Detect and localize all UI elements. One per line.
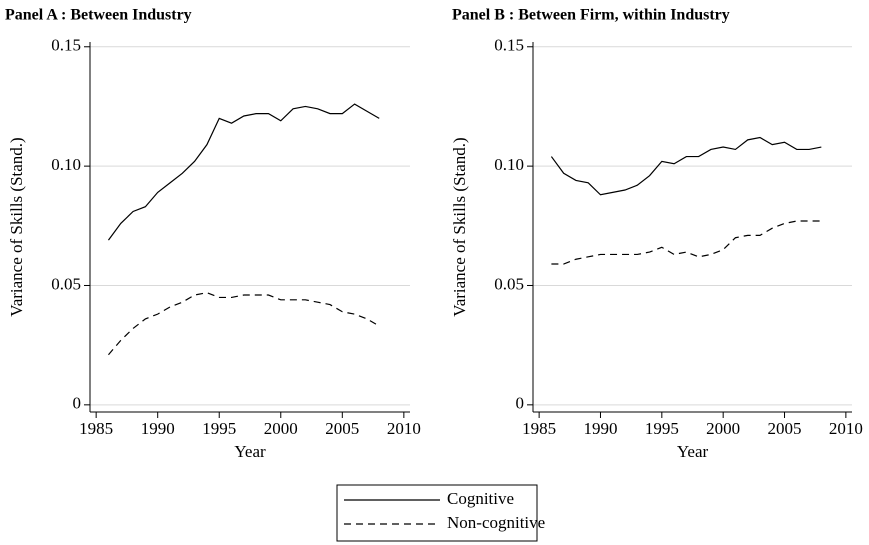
x-tick-label: 1985 [522, 419, 556, 438]
x-tick-label: 1990 [141, 419, 175, 438]
y-tick-label: 0.10 [494, 155, 524, 174]
x-tick-label: 2010 [829, 419, 863, 438]
legend-label: Cognitive [447, 489, 514, 508]
y-tick-label: 0.10 [51, 155, 81, 174]
chart-title: Panel A : Between Industry [5, 7, 192, 24]
y-tick-label: 0.05 [51, 274, 81, 293]
x-axis-label: Year [234, 442, 266, 461]
chart-title: Panel B : Between Firm, within Industry [452, 7, 730, 24]
x-tick-label: 2000 [264, 419, 298, 438]
series-line [107, 103, 380, 241]
y-tick-label: 0.15 [494, 36, 524, 55]
series-line [551, 220, 822, 265]
x-tick-label: 2000 [706, 419, 740, 438]
y-axis-label: Variance of Skills (Stand.) [450, 137, 469, 316]
series-line [550, 136, 822, 196]
x-tick-label: 1990 [583, 419, 617, 438]
x-tick-label: 1995 [645, 419, 679, 438]
x-tick-label: 2010 [387, 419, 421, 438]
y-axis-label: Variance of Skills (Stand.) [7, 137, 26, 316]
y-tick-label: 0.05 [494, 274, 524, 293]
x-tick-label: 1995 [202, 419, 236, 438]
y-tick-label: 0 [516, 394, 525, 413]
y-tick-label: 0 [73, 394, 82, 413]
series-line [108, 292, 380, 356]
x-axis-label: Year [677, 442, 709, 461]
x-tick-label: 1985 [79, 419, 113, 438]
x-tick-label: 2005 [325, 419, 359, 438]
x-tick-label: 2005 [768, 419, 802, 438]
legend-label: Non-cognitive [447, 513, 545, 532]
legend-box [336, 484, 538, 542]
legend: Cognitive Non-cognitive [336, 484, 545, 542]
y-tick-label: 0.15 [51, 36, 81, 55]
